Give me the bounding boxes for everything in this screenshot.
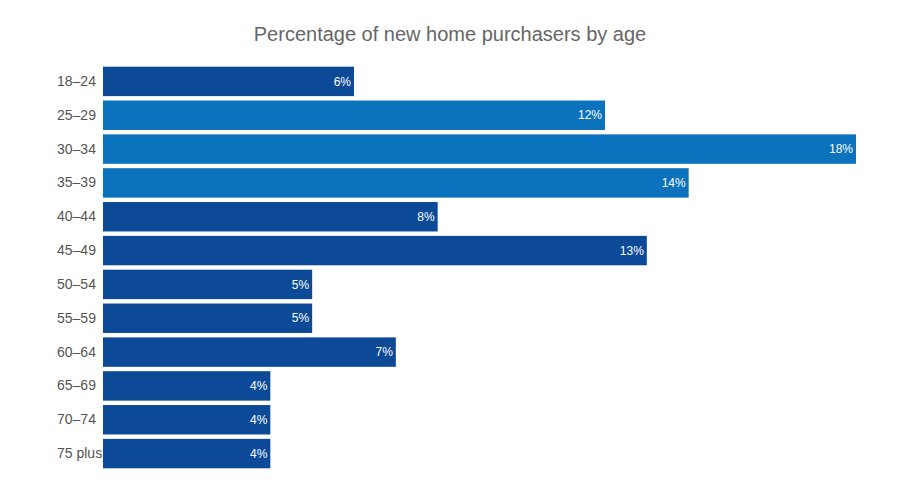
bar bbox=[103, 168, 689, 197]
y-tick: 45–49 bbox=[57, 242, 96, 258]
y-tick: 50–54 bbox=[57, 276, 96, 292]
y-tick: 30–34 bbox=[57, 141, 96, 157]
chart: Percentage of new home purchasers by age… bbox=[0, 0, 900, 500]
y-tick-label: 70–74 bbox=[57, 411, 96, 427]
data-label: 4% bbox=[250, 447, 268, 461]
bar bbox=[103, 270, 312, 299]
y-tick: 55–59 bbox=[57, 310, 96, 326]
bar bbox=[103, 304, 312, 333]
bar bbox=[103, 134, 856, 163]
bar bbox=[103, 439, 270, 468]
y-tick: 25–29 bbox=[57, 107, 96, 123]
y-tick: 18–24 bbox=[57, 73, 96, 89]
data-label: 4% bbox=[250, 379, 268, 393]
y-tick-label: 65–69 bbox=[57, 377, 96, 393]
y-tick-label: 45–49 bbox=[57, 242, 96, 258]
y-tick-label: 30–34 bbox=[57, 141, 96, 157]
bar bbox=[103, 337, 396, 366]
bars bbox=[103, 67, 856, 469]
y-tick-label: 35–39 bbox=[57, 174, 96, 190]
y-tick: 35–39 bbox=[57, 174, 96, 190]
y-tick-label: 40–44 bbox=[57, 208, 96, 224]
bar bbox=[103, 236, 647, 265]
data-label: 5% bbox=[292, 278, 310, 292]
y-tick: 65–69 bbox=[57, 377, 96, 393]
y-tick: 40–44 bbox=[57, 208, 96, 224]
bar bbox=[103, 67, 354, 96]
data-label: 5% bbox=[292, 311, 310, 325]
y-tick-label: 25–29 bbox=[57, 107, 96, 123]
data-label: 13% bbox=[620, 244, 644, 258]
bar bbox=[103, 371, 270, 400]
data-label: 12% bbox=[578, 108, 602, 122]
data-label: 18% bbox=[829, 142, 853, 156]
y-tick-label: 75 plus bbox=[57, 445, 102, 461]
bar bbox=[103, 405, 270, 434]
data-label: 4% bbox=[250, 413, 268, 427]
y-tick-label: 55–59 bbox=[57, 310, 96, 326]
plot: 18–24 25–29 30–34 35–39 40–44 45–49 50–54 55–59… bbox=[57, 67, 856, 469]
data-label: 14% bbox=[662, 176, 686, 190]
bar bbox=[103, 202, 438, 231]
data-label: 8% bbox=[417, 210, 435, 224]
y-axis: 18–24 25–29 30–34 35–39 40–44 45–49 50–54 55–59… bbox=[57, 73, 102, 461]
y-tick: 60–64 bbox=[57, 344, 96, 360]
data-labels: 6% 12% 18% 14% 8% 13% 5% 5% 7% 4% 4% 4% bbox=[250, 75, 853, 461]
title: Percentage of new home purchasers by age bbox=[254, 23, 646, 45]
data-label: 6% bbox=[334, 75, 352, 89]
y-tick: 70–74 bbox=[57, 411, 96, 427]
y-tick: 75 plus bbox=[57, 445, 102, 461]
y-tick-label: 60–64 bbox=[57, 344, 96, 360]
y-tick-label: 50–54 bbox=[57, 276, 96, 292]
y-tick-label: 18–24 bbox=[57, 73, 96, 89]
bar bbox=[103, 101, 605, 130]
data-label: 7% bbox=[375, 345, 393, 359]
